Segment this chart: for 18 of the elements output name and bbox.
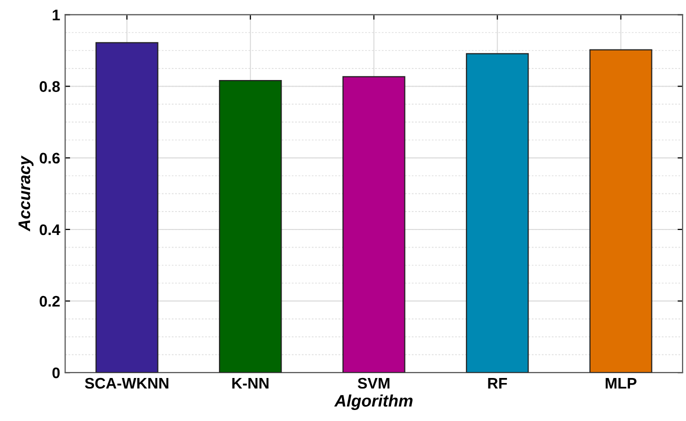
bar — [589, 49, 652, 373]
bar — [218, 80, 282, 373]
x-axis-title: Algorithm — [334, 394, 413, 410]
bar — [466, 53, 529, 373]
bar — [342, 76, 406, 373]
x-tick-label: SVM — [358, 378, 390, 389]
y-axis-title: Accuracy — [18, 155, 34, 232]
bar — [95, 42, 158, 373]
y-tick-label: 0.6 — [40, 152, 60, 164]
y-tick-label: 0.4 — [40, 224, 60, 236]
y-tick-label: 0 — [52, 367, 60, 378]
x-tick-label: K-NN — [232, 378, 268, 389]
y-tick-label: 0.8 — [40, 81, 60, 92]
y-tick-label: 0.2 — [40, 296, 60, 307]
x-tick-label: RF — [488, 378, 507, 389]
x-tick-label: MLP — [606, 378, 636, 389]
y-tick-label: 1 — [52, 10, 60, 20]
x-tick-label: SCA-WKNN — [84, 378, 168, 389]
